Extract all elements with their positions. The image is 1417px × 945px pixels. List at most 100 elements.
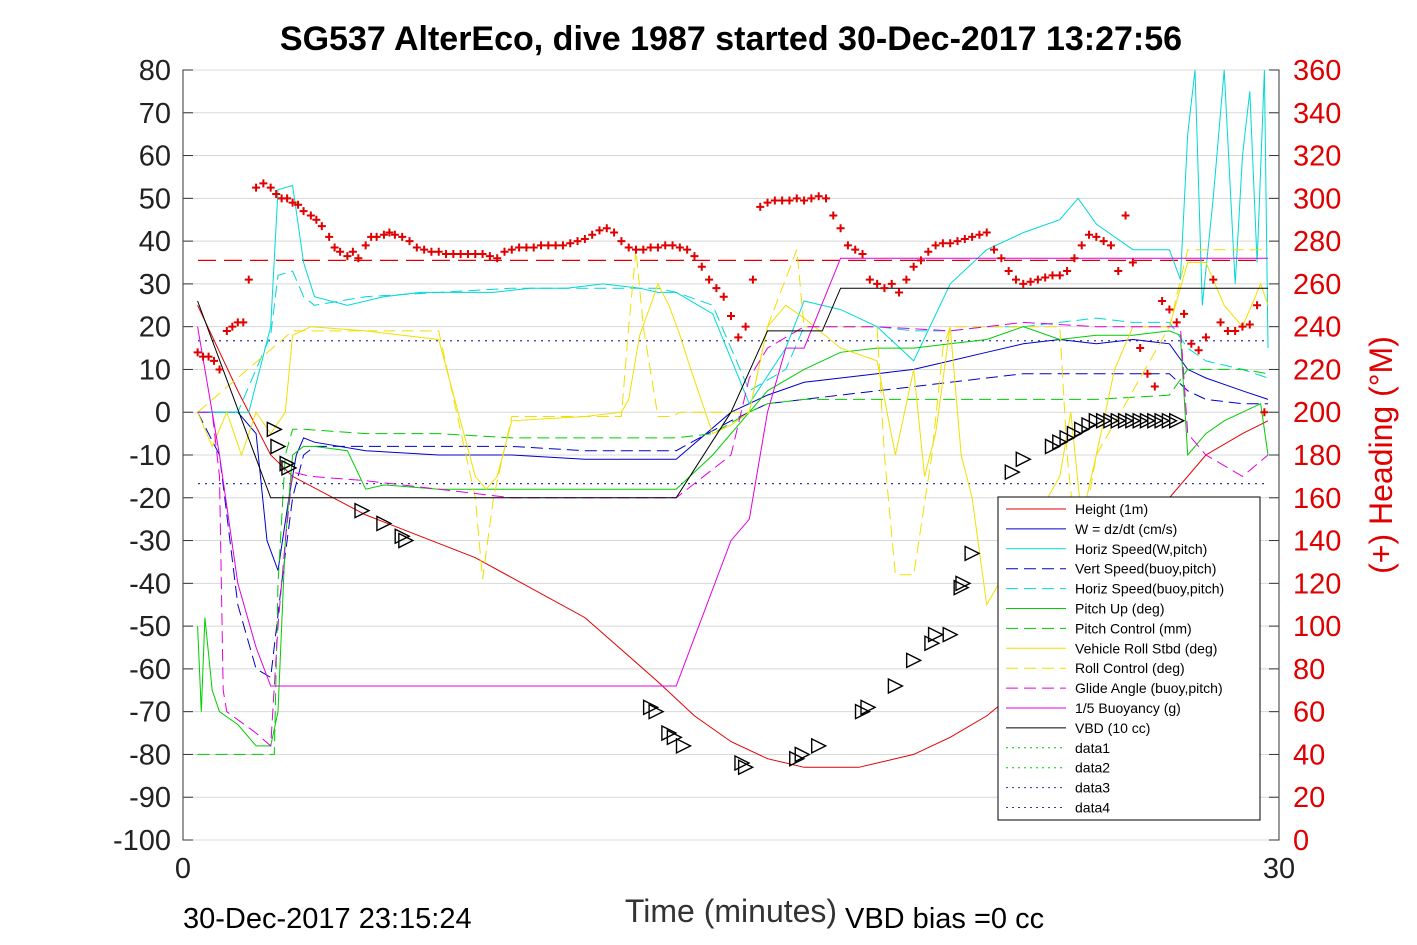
series-line [197, 368, 1269, 755]
triangle-marker [955, 575, 972, 592]
heading-point [873, 279, 882, 288]
heading-point [602, 224, 611, 233]
heading-point [405, 237, 414, 246]
triangle-marker [1004, 463, 1021, 481]
x-axis-label: Time (minutes) [625, 893, 837, 929]
heading-point [551, 241, 560, 250]
heading-point [390, 230, 399, 239]
heading-point [1223, 326, 1232, 335]
heading-point [843, 241, 852, 250]
y-tick-label: -100 [113, 825, 171, 857]
heading-point [449, 249, 458, 258]
heading-point [442, 249, 451, 258]
heading-point [1253, 301, 1262, 310]
y-tick-label: -40 [129, 568, 171, 600]
legend-entry: data2 [1075, 760, 1110, 776]
heading-point [420, 245, 429, 254]
heading-point [960, 234, 969, 243]
legend-entry: data1 [1075, 740, 1110, 756]
series-layer [197, 69, 1269, 768]
heading-point [1041, 273, 1050, 282]
y-tick-label: -70 [129, 697, 171, 729]
triangle-marker [354, 502, 371, 519]
heading-point [953, 237, 962, 246]
triangle-marker [648, 703, 665, 720]
y-right-tick-label: 120 [1293, 568, 1341, 600]
heading-point [968, 232, 977, 241]
heading-point [580, 234, 589, 243]
y-right-tick-label: 140 [1293, 526, 1341, 558]
y-right-tick-label: 160 [1293, 483, 1341, 515]
heading-point [851, 245, 860, 254]
heading-point [1085, 230, 1094, 239]
series-line [197, 69, 1269, 413]
series-line [197, 270, 1269, 413]
y-tick-label: 70 [139, 98, 171, 130]
heading-point [778, 196, 787, 205]
y-right-tick-label: 200 [1293, 397, 1341, 429]
heading-point [1245, 320, 1254, 329]
footer-vbd-bias: VBD bias =0 cc [845, 903, 1044, 935]
triangle-marker [398, 532, 415, 549]
x-tick-label: 0 [175, 853, 191, 885]
triangle-marker [666, 729, 683, 746]
y-right-tick-label: 260 [1293, 269, 1341, 301]
heading-point [1128, 258, 1137, 267]
y-tick-label: -30 [129, 526, 171, 558]
heading-point [595, 226, 604, 235]
heading-point [727, 311, 735, 320]
heading-point [1150, 382, 1159, 391]
heading-point [997, 254, 1006, 263]
triangle-marker [789, 750, 806, 767]
heading-point [653, 243, 662, 252]
heading-point [1070, 254, 1079, 263]
y-right-tick-label: 0 [1293, 825, 1309, 857]
triangle-marker [675, 737, 693, 755]
legend-entry: Roll Control (deg) [1075, 660, 1185, 676]
heading-point [734, 333, 743, 342]
triangle-marker [927, 626, 945, 643]
y-right-tick-label: 20 [1293, 782, 1325, 814]
y-right-tick-label: 300 [1293, 183, 1341, 215]
heading-point [770, 196, 779, 205]
y-tick-label: 0 [155, 397, 171, 429]
y-right-tick-label: 360 [1293, 55, 1341, 87]
heading-point [222, 326, 231, 335]
heading-point [792, 194, 801, 203]
heading-point [348, 247, 357, 256]
heading-point [902, 275, 911, 284]
series-line [197, 287, 1268, 499]
heading-point [1158, 297, 1167, 305]
legend-entry: Pitch Control (mm) [1075, 620, 1192, 636]
heading-point [427, 247, 436, 256]
heading-point [719, 292, 728, 301]
y-tick-label: 30 [139, 269, 171, 301]
heading-point [1165, 305, 1174, 314]
heading-point [712, 284, 721, 293]
heading-point [529, 243, 538, 252]
triangle-marker [887, 677, 904, 695]
triangle-marker [1015, 451, 1032, 468]
heading-point [507, 245, 516, 254]
heading-point [463, 249, 472, 258]
heading-point [1099, 237, 1108, 246]
y-right-tick-label: 100 [1293, 611, 1341, 643]
legend-box [997, 496, 1261, 821]
heading-point [741, 322, 750, 331]
legend-entry: Vehicle Roll Stbd (deg) [1075, 640, 1217, 656]
heading-point [379, 230, 388, 239]
heading-point [946, 239, 955, 248]
heading-point [661, 241, 670, 250]
heading-point [215, 365, 224, 374]
heading-point [990, 245, 999, 254]
heading-point [1260, 408, 1269, 417]
heading-point [283, 194, 292, 203]
y-tick-label: -50 [129, 611, 171, 643]
heading-point [239, 318, 248, 327]
heading-point [1194, 346, 1203, 355]
heading-point [800, 196, 809, 205]
heading-point [398, 232, 407, 241]
y-tick-label: -10 [129, 440, 171, 472]
heading-point [306, 211, 315, 220]
